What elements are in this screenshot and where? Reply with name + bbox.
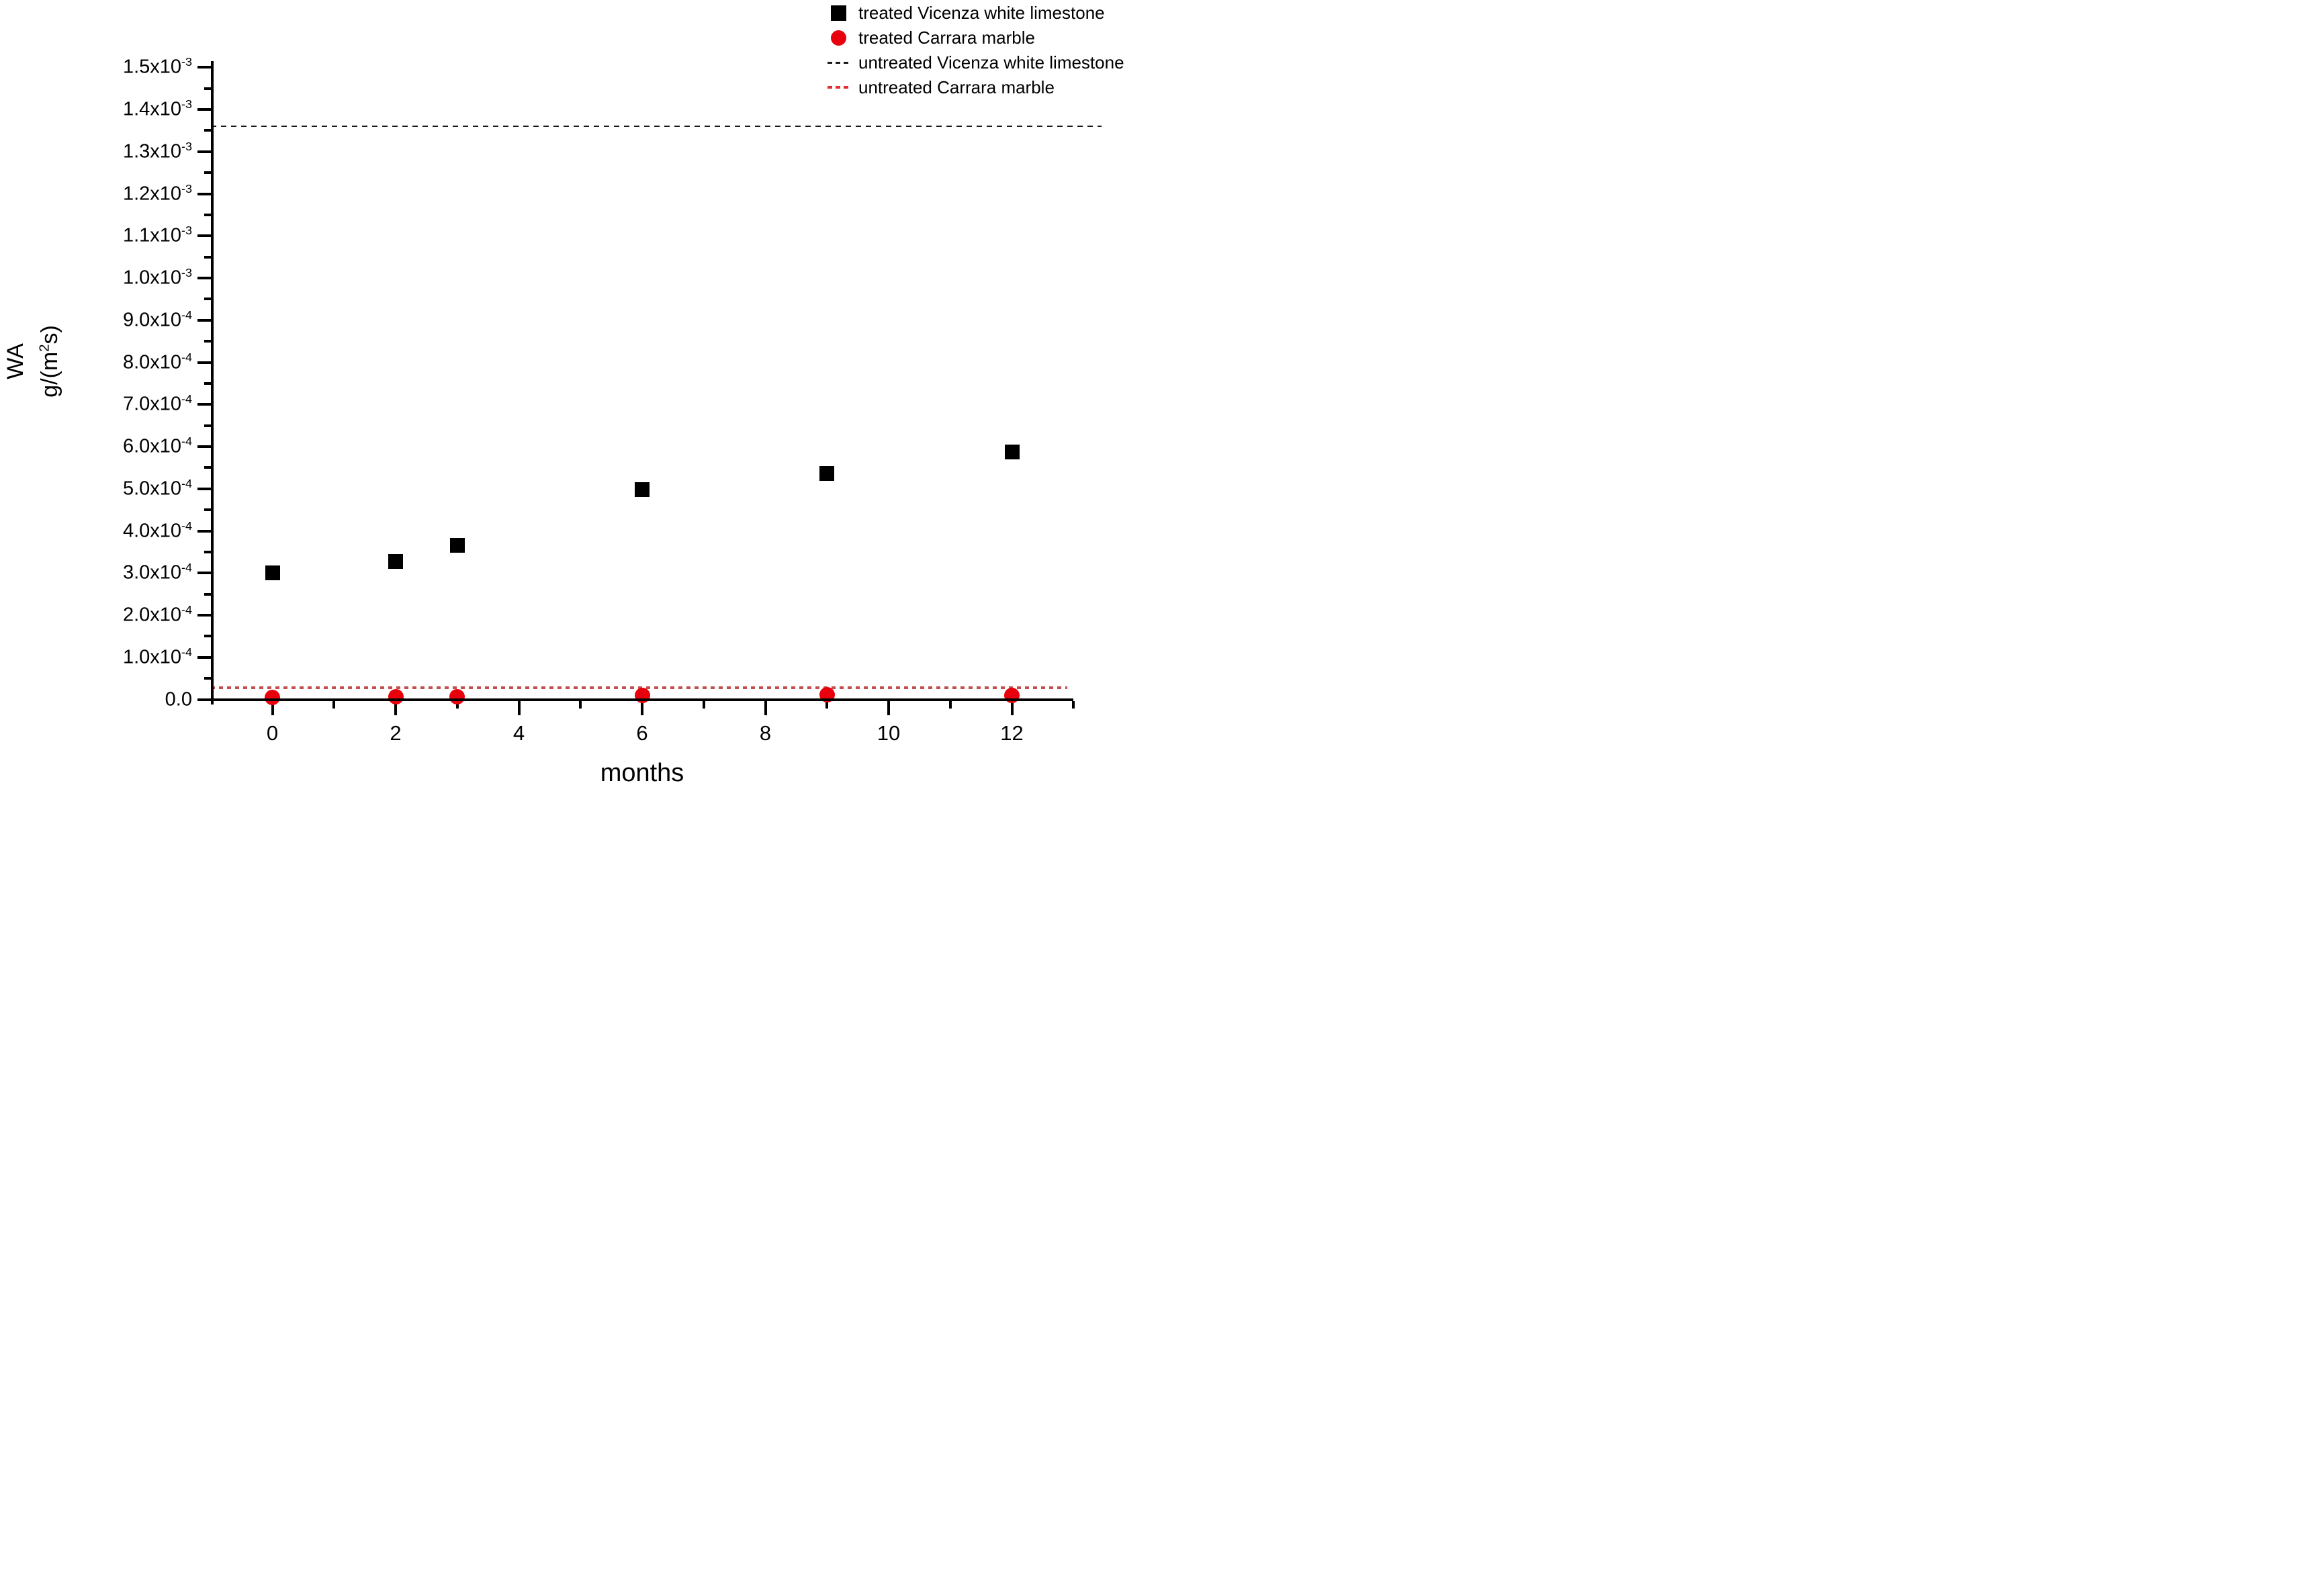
data-point-square [635,482,650,497]
y-minor-tick [204,592,214,596]
y-minor-tick [204,340,214,343]
y-major-tick [197,572,214,575]
y-major-tick [197,614,214,617]
x-major-tick [271,701,274,715]
legend-label: treated Vicenza white limestone [858,2,1105,23]
black-dashed-line-icon [822,61,854,64]
data-point-square [1004,444,1020,459]
x-tick-label: 4 [512,721,525,745]
y-tick-label: 5.0x10-4 [122,476,192,500]
y-tick-label: 1.0x10-3 [122,265,192,289]
y-major-tick [197,361,214,364]
x-minor-tick [1072,701,1075,709]
y-minor-tick [204,129,214,132]
x-minor-tick [455,701,459,709]
y-major-tick [197,192,214,195]
y-tick-label: 1.5x10-3 [122,55,192,78]
y-tick-label: 1.2x10-3 [122,181,192,204]
y-minor-tick [204,213,214,216]
y-minor-tick [204,255,214,259]
x-minor-tick [332,701,336,709]
x-minor-tick [948,701,952,709]
y-tick-label: 7.0x10-4 [122,392,192,415]
ref-line-untreated-Carrara-marble [210,686,1068,689]
y-tick-label: 1.4x10-3 [122,97,192,120]
x-major-tick [764,701,767,715]
data-point-square [388,554,403,570]
x-tick-label: 12 [1000,721,1024,745]
x-major-tick [517,701,521,715]
x-tick-label: 8 [759,721,772,745]
x-minor-tick [825,701,829,709]
square-marker-icon [822,5,854,21]
y-minor-tick [204,508,214,512]
y-major-tick [197,403,214,406]
y-minor-tick [204,550,214,553]
legend-item-treated-carrara: treated Carrara marble [822,27,1124,48]
y-minor-tick [204,466,214,469]
y-tick-label: 2.0x10-4 [122,602,192,626]
y-tick-label: 1.0x10-4 [122,645,192,668]
legend-label: untreated Vicenza white limestone [858,52,1124,73]
x-tick-label: 2 [390,721,402,745]
data-point-square [449,538,465,553]
y-minor-tick [204,677,214,680]
y-minor-tick [204,635,214,638]
y-minor-tick [204,424,214,427]
legend-item-untreated-carrara: untreated Carrara marble [822,77,1124,97]
legend-label: treated Carrara marble [858,27,1035,48]
y-tick-label: 3.0x10-4 [122,561,192,584]
y-major-tick [197,66,214,69]
y-major-tick [197,234,214,238]
y-minor-tick [204,381,214,385]
y-minor-tick [204,171,214,175]
y-tick-label: 1.1x10-3 [122,224,192,246]
data-point-square [265,565,280,581]
y-major-tick [197,445,214,448]
y-major-tick [197,150,214,153]
y-tick-label: 8.0x10-4 [122,350,192,373]
y-minor-tick [204,87,214,90]
data-point-square [819,465,835,481]
x-axis-line [211,698,1073,701]
legend-label: untreated Carrara marble [858,77,1055,97]
legend: treated Vicenza white limestone treated … [822,2,1124,97]
ref-line-untreated-Vicenza-white-limestone [210,126,1102,128]
wa-scatter-chart: 0.0 1.0x10-4 2.0x10-4 3.0x10-4 4.0x10-4 5.0x1… [0,0,1162,796]
y-major-tick [197,487,214,490]
y-major-tick [197,108,214,111]
x-minor-tick [702,701,705,709]
red-dashed-line-icon [822,86,854,89]
x-minor-tick [579,701,582,709]
y-tick-label: 1.3x10-3 [122,139,192,163]
legend-item-treated-vicenza: treated Vicenza white limestone [822,2,1124,23]
legend-item-untreated-vicenza: untreated Vicenza white limestone [822,52,1124,73]
circle-marker-icon [822,30,854,46]
data-point-circle [388,689,404,705]
y-tick-label: 6.0x10-4 [122,434,192,457]
x-major-tick [641,701,643,715]
y-major-tick [197,277,214,279]
y-major-tick [197,529,214,533]
x-tick-label: 6 [636,721,648,745]
y-major-tick [197,318,214,322]
y-minor-tick [204,298,214,301]
y-major-tick [197,655,214,659]
data-point-circle [265,690,280,706]
data-point-circle [449,688,465,704]
y-major-tick [197,698,214,701]
y-tick-label: 4.0x10-4 [122,518,192,541]
x-tick-label: 10 [877,721,901,745]
x-tick-label: 0 [266,721,279,745]
y-tick-label: 0.0 [165,688,192,710]
x-major-tick [1010,701,1014,715]
x-major-tick [887,701,890,715]
y-axis-line [211,61,214,704]
y-tick-label: 9.0x10-4 [122,308,192,331]
x-major-tick [394,701,397,715]
x-axis-title: months [600,759,684,787]
